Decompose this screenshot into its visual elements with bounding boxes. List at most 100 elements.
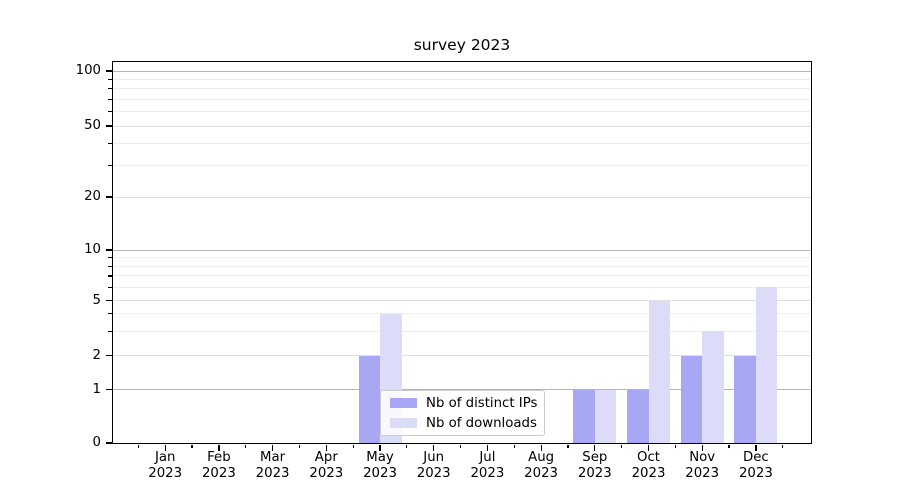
x-tick-label-may-2023: May 2023 [344, 450, 416, 481]
x-minor-tick-12 [782, 444, 784, 448]
x-label-line: Sep [582, 450, 608, 465]
x-label-line: Apr [314, 450, 338, 465]
y-minor-tick-4 [108, 313, 112, 315]
plot-area: Nb of distinct IPs Nb of downloads 0 1 2 5 1… [76, 61, 812, 481]
x-tick-label-jul-2023: Jul 2023 [451, 450, 523, 481]
y-minor-tick-60 [108, 110, 112, 113]
x-tick-label-jan-2023: Jan 2023 [129, 450, 201, 481]
x-tick-label-dec-2023: Dec 2023 [720, 450, 792, 481]
y-minor-tick-9 [108, 257, 112, 259]
x-tick-label-apr-2023: Apr 2023 [290, 450, 362, 481]
legend: Nb of distinct IPs Nb of downloads [380, 390, 545, 436]
bar-nb-of-distinct-ips-sep-2023 [573, 389, 595, 443]
x-tick-label-sep-2023: Sep 2023 [559, 450, 631, 481]
x-label-line: 2023 [577, 465, 612, 481]
x-tick-nov-2023 [701, 444, 703, 451]
gridline-minor-70 [113, 98, 811, 100]
x-tick-may-2023 [379, 444, 381, 451]
x-minor-tick-11 [728, 444, 730, 448]
y-tick-label-1: 1 [92, 381, 101, 397]
y-minor-tick-90 [108, 78, 112, 80]
x-minor-tick-0 [137, 444, 139, 448]
x-label-line: 2023 [416, 465, 451, 481]
x-label-line: 2023 [255, 465, 290, 481]
x-minor-tick-3 [298, 444, 301, 448]
gridline-minor-4 [113, 313, 811, 315]
x-tick-sep-2023 [594, 444, 596, 451]
x-tick-label-mar-2023: Mar 2023 [237, 450, 309, 481]
x-label-line: Jan [154, 450, 176, 465]
x-label-line: 2023 [201, 465, 236, 481]
y-tick-5 [105, 299, 112, 302]
y-tick-100 [105, 70, 112, 72]
y-minor-tick-6 [108, 286, 112, 288]
x-tick-dec-2023 [755, 444, 757, 451]
x-minor-tick-10 [674, 444, 676, 448]
gridline-major-1 [113, 389, 811, 390]
y-tick-label-0: 0 [92, 435, 101, 450]
x-minor-tick-4 [352, 444, 354, 448]
x-label-line: Jul [479, 450, 496, 465]
y-tick-label-10: 10 [84, 242, 101, 257]
y-minor-tick-7 [108, 275, 112, 277]
y-tick-label-5: 5 [92, 292, 101, 308]
x-minor-tick-2 [245, 444, 247, 448]
bar-nb-of-distinct-ips-oct-2023 [627, 389, 649, 443]
x-label-line: 2023 [470, 465, 505, 481]
x-tick-aug-2023 [540, 444, 542, 451]
y-minor-tick-3 [108, 330, 112, 332]
gridline-2 [113, 355, 811, 356]
x-label-line: Jun [423, 450, 445, 465]
x-minor-tick-8 [567, 444, 569, 448]
x-tick-jul-2023 [486, 444, 489, 451]
bar-nb-of-distinct-ips-may-2023 [358, 355, 380, 443]
y-tick-20 [105, 196, 112, 198]
legend-swatch-distinct-ips [390, 398, 417, 408]
gridline-minor-60 [113, 111, 811, 113]
x-label-line: 2023 [631, 465, 666, 481]
gridline-minor-80 [113, 88, 811, 90]
gridline-minor-7 [113, 275, 811, 277]
x-label-line: Nov [689, 450, 716, 465]
x-label-line: Oct [637, 450, 660, 465]
y-minor-tick-8 [108, 265, 112, 267]
x-tick-label-aug-2023: Aug 2023 [505, 450, 577, 481]
x-label-line: 2023 [524, 465, 559, 481]
gridline-minor-30 [113, 165, 811, 167]
x-tick-feb-2023 [218, 444, 220, 451]
x-tick-label-feb-2023: Feb 2023 [183, 450, 255, 481]
x-label-line: 2023 [363, 465, 397, 481]
gridline-minor-40 [113, 142, 811, 144]
gridline-minor-90 [113, 78, 811, 80]
bar-nb-of-downloads-sep-2023 [594, 389, 617, 443]
x-tick-jun-2023 [433, 444, 435, 451]
y-tick-2 [105, 354, 112, 357]
x-tick-mar-2023 [272, 444, 274, 451]
gridline-20 [113, 196, 811, 198]
chart-title: survey 2023 [413, 36, 511, 54]
gridline-minor-9 [113, 257, 811, 259]
x-label-line: Aug [528, 450, 555, 465]
x-minor-tick-5 [406, 444, 408, 448]
x-label-line: Feb [207, 450, 231, 465]
y-tick-50 [105, 125, 112, 127]
legend-label-distinct-ips: Nb of distinct IPs [426, 395, 538, 411]
y-minor-tick-40 [108, 142, 112, 144]
y-minor-tick-30 [108, 164, 112, 167]
x-minor-tick-7 [513, 444, 515, 448]
x-label-line: Dec [743, 450, 769, 465]
gridline-major-10 [113, 249, 811, 251]
y-tick-label-2: 2 [92, 347, 101, 363]
legend-swatch-downloads [390, 418, 417, 428]
x-minor-tick-9 [621, 444, 623, 448]
legend-item-distinct-ips: Nb of distinct IPs [390, 395, 538, 411]
x-minor-tick-6 [459, 444, 462, 448]
y-tick-label-50: 50 [84, 118, 101, 133]
gridline-minor-3 [113, 330, 811, 332]
gridline-major-100 [113, 70, 811, 72]
bar-nb-of-downloads-dec-2023 [755, 287, 778, 443]
bar-nb-of-downloads-nov-2023 [702, 331, 724, 443]
y-minor-tick-70 [108, 98, 112, 100]
y-tick-1 [105, 388, 112, 391]
